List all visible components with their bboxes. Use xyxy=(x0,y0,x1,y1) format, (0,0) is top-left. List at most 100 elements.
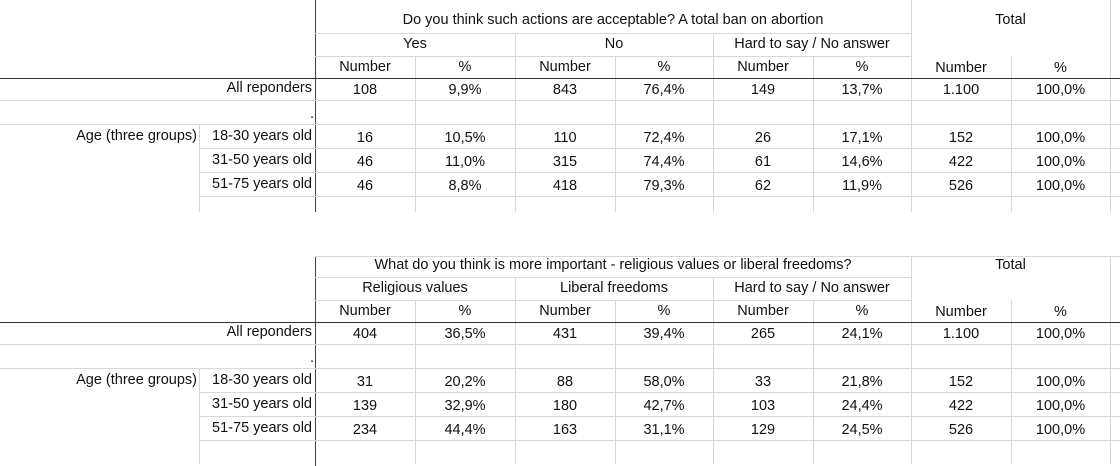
table-cell: 404 xyxy=(352,326,378,342)
table-cell: 46 xyxy=(356,178,374,194)
subheader-percent: % xyxy=(855,303,869,319)
table-cell: 36,5% xyxy=(444,326,486,342)
table-cell: 39,4% xyxy=(643,326,685,342)
table-cell: 61 xyxy=(754,154,772,170)
table-cell: 31,1% xyxy=(643,422,685,438)
table-cell: 103 xyxy=(750,398,776,414)
answer-header-2: No xyxy=(604,36,624,52)
all-responders-label: All reponders xyxy=(226,80,312,96)
table-cell: 42,7% xyxy=(643,398,685,414)
table-cell: 62 xyxy=(754,178,772,194)
subheader-number: Number xyxy=(339,59,391,75)
subheader-percent: % xyxy=(657,303,671,319)
subheader-number: Number xyxy=(935,304,987,320)
table-cell: 152 xyxy=(948,374,974,390)
table-cell: 100,0% xyxy=(1035,82,1086,98)
table-cell: 100,0% xyxy=(1035,178,1086,194)
table-cell: 11,0% xyxy=(444,154,486,170)
table-cell: 11,9% xyxy=(841,178,883,194)
table-cell: 31 xyxy=(356,374,374,390)
answer-header-2: Liberal freedoms xyxy=(560,280,668,296)
row-label: 18-30 years old xyxy=(212,372,312,388)
total-header: Total xyxy=(995,257,1026,273)
table-cell: 152 xyxy=(948,130,974,146)
subheader-number: Number xyxy=(737,59,789,75)
table-cell: 79,3% xyxy=(643,178,685,194)
table-cell: 76,4% xyxy=(643,82,685,98)
table-cell: 74,4% xyxy=(643,154,685,170)
table-cell: 163 xyxy=(552,422,578,438)
subheader-number: Number xyxy=(539,59,591,75)
all-responders-label: All reponders xyxy=(226,324,312,340)
subheader-number: Number xyxy=(539,303,591,319)
table-cell: 17,1% xyxy=(841,130,883,146)
table-cell: 526 xyxy=(948,178,974,194)
table-cell: 24,1% xyxy=(841,326,883,342)
table-cell: 315 xyxy=(552,154,578,170)
table-cell: 9,9% xyxy=(448,82,482,98)
table-cell: 44,4% xyxy=(444,422,486,438)
table-cell: 100,0% xyxy=(1035,374,1086,390)
row-label: 18-30 years old xyxy=(212,128,312,144)
table-cell: 1.100 xyxy=(942,326,980,342)
group-label: Age (three groups) xyxy=(76,372,197,388)
empty-marker: . xyxy=(309,350,314,366)
table-cell: 100,0% xyxy=(1035,326,1086,342)
answer-header-1: Religious values xyxy=(362,280,468,296)
table-cell: 431 xyxy=(552,326,578,342)
table-cell: 526 xyxy=(948,422,974,438)
subheader-number: Number xyxy=(935,60,987,76)
table-cell: 33 xyxy=(754,374,772,390)
table-cell: 110 xyxy=(553,130,577,146)
table-cell: 422 xyxy=(948,154,974,170)
subheader-percent: % xyxy=(657,59,671,75)
question-title: Do you think such actions are acceptable… xyxy=(402,12,824,28)
table-cell: 72,4% xyxy=(643,130,685,146)
table-cell: 422 xyxy=(948,398,974,414)
table-cell: 180 xyxy=(552,398,578,414)
group-label: Age (three groups) xyxy=(76,128,197,144)
table-cell: 234 xyxy=(352,422,378,438)
table-cell: 16 xyxy=(356,130,374,146)
table-cell: 26 xyxy=(754,130,772,146)
subheader-percent: % xyxy=(1054,60,1067,76)
table-cell: 24,5% xyxy=(841,422,883,438)
answer-header-1: Yes xyxy=(403,36,427,52)
row-label: 51-75 years old xyxy=(212,176,312,192)
table-cell: 46 xyxy=(356,154,374,170)
table-cell: 139 xyxy=(352,398,378,414)
subheader-percent: % xyxy=(458,59,472,75)
table-cell: 13,7% xyxy=(841,82,883,98)
subheader-number: Number xyxy=(737,303,789,319)
table-cell: 8,8% xyxy=(448,178,482,194)
answer-header-3: Hard to say / No answer xyxy=(734,280,890,296)
table-cell: 24,4% xyxy=(841,398,883,414)
table-cell: 265 xyxy=(750,326,776,342)
table-cell: 100,0% xyxy=(1035,154,1086,170)
table-cell: 58,0% xyxy=(643,374,685,390)
subheader-number: Number xyxy=(339,303,391,319)
table-cell: 88 xyxy=(556,374,574,390)
table-cell: 108 xyxy=(352,82,378,98)
table-cell: 100,0% xyxy=(1035,422,1086,438)
table-cell: 843 xyxy=(552,82,578,98)
empty-marker: . xyxy=(309,106,314,122)
answer-header-3: Hard to say / No answer xyxy=(734,36,890,52)
row-label: 31-50 years old xyxy=(212,396,312,412)
row-label: 31-50 years old xyxy=(212,152,312,168)
subheader-percent: % xyxy=(1054,304,1067,320)
table-cell: 418 xyxy=(552,178,578,194)
table-cell: 100,0% xyxy=(1035,130,1086,146)
table-cell: 149 xyxy=(750,82,776,98)
table-cell: 10,5% xyxy=(444,130,486,146)
table-cell: 100,0% xyxy=(1035,398,1086,414)
question-title: What do you think is more important - re… xyxy=(374,257,852,273)
table-cell: 32,9% xyxy=(444,398,486,414)
row-label: 51-75 years old xyxy=(212,420,312,436)
table-cell: 20,2% xyxy=(444,374,486,390)
table-cell: 129 xyxy=(750,422,776,438)
subheader-percent: % xyxy=(855,59,869,75)
table-cell: 1.100 xyxy=(942,82,980,98)
table-cell: 21,8% xyxy=(841,374,883,390)
